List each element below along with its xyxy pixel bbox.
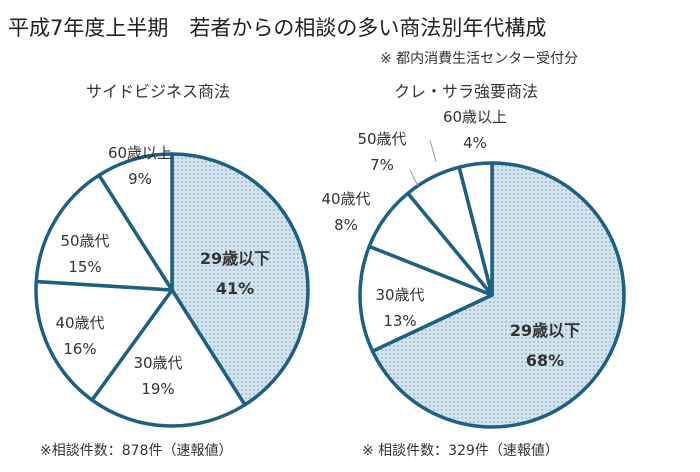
pie2-slice-label-50: 50歳代 7% xyxy=(357,130,407,174)
pie-slice-30歳代 xyxy=(358,244,494,353)
source-note: ※ 都内消費生活センター受付分 xyxy=(380,51,579,67)
pie-side-business xyxy=(34,152,310,428)
pie1-slice-label-60: 60歳以上 9% xyxy=(107,144,173,188)
pie2-title: クレ・サラ強要商法 xyxy=(394,82,539,101)
page-title: 平成7年度上半期 若者からの相談の多い商法別年代構成 xyxy=(8,16,547,40)
pie-slice-50歳代 xyxy=(34,173,174,292)
pie-slice-29歳以下 xyxy=(370,161,626,429)
pie2-slice-label-60: 60歳以上 4% xyxy=(442,108,508,152)
pie1-slice-label-50: 50歳代 15% xyxy=(60,232,110,276)
pie-credit-loan xyxy=(358,161,626,429)
pie1-title: サイドビジネス商法 xyxy=(86,82,231,101)
pie1-footnote: ※相談件数：878件（速報値） xyxy=(40,443,233,459)
pie1-slice-label-30: 30歳代 19% xyxy=(133,354,183,398)
pie1-slice-label-29: 29歳以下 41% xyxy=(199,249,271,298)
pie2-slice-label-30: 30歳代 13% xyxy=(375,286,425,330)
pie1-slice-label-40: 40歳代 16% xyxy=(55,314,105,358)
pie-slice-30歳代 xyxy=(90,288,247,428)
pie2-slice-label-40: 40歳代 8% xyxy=(321,190,371,234)
pie2-footnote: ※ 相談件数：329件（速報値） xyxy=(362,443,559,459)
pie-slice-60歳以上 xyxy=(457,161,494,297)
pie2-slice-label-29: 29歳以下 68% xyxy=(509,321,581,370)
pie-slice-60歳以上 xyxy=(97,152,174,292)
pie-slice-40歳代 xyxy=(34,279,174,402)
leader-line-60 xyxy=(429,139,437,163)
leader-line-50 xyxy=(409,169,419,187)
